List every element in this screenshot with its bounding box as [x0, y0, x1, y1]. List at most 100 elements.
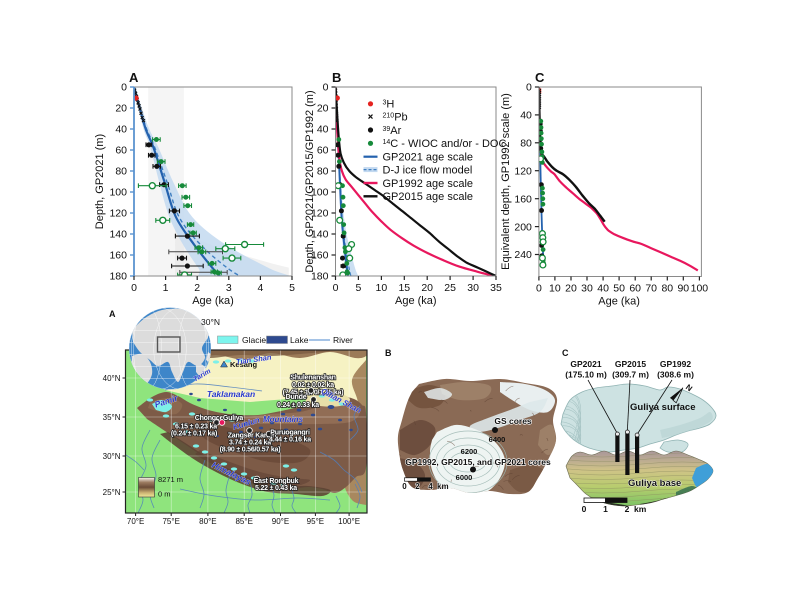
svg-text:C: C [562, 348, 569, 358]
svg-text:20: 20 [565, 283, 577, 295]
svg-text:N: N [684, 383, 694, 394]
svg-text:0: 0 [333, 282, 339, 294]
svg-text:2: 2 [194, 282, 200, 294]
svg-text:D-J ice flow model: D-J ice flow model [383, 164, 473, 176]
svg-text:210Pb: 210Pb [383, 111, 408, 123]
svg-text:60: 60 [629, 283, 641, 295]
svg-text:4: 4 [428, 482, 433, 491]
svg-text:14C - WIOC and/or - DOC: 14C - WIOC and/or - DOC [383, 138, 507, 150]
svg-text:GP1992: GP1992 [660, 359, 691, 369]
svg-text:Age (ka): Age (ka) [598, 296, 640, 308]
svg-text:40: 40 [317, 124, 329, 136]
svg-text:Dunde: Dunde [286, 394, 307, 401]
svg-text:5: 5 [289, 282, 295, 294]
svg-text:5.22 ± 0.43 ka: 5.22 ± 0.43 ka [255, 485, 297, 492]
svg-text:35: 35 [490, 282, 502, 294]
svg-text:0: 0 [131, 282, 137, 294]
svg-text:180: 180 [311, 271, 329, 283]
svg-text:GS cores: GS cores [494, 416, 532, 426]
svg-text:Chongce: Chongce [195, 415, 224, 422]
svg-text:80: 80 [661, 283, 673, 295]
svg-text:90°E: 90°E [272, 517, 289, 526]
svg-text:Puruogangri: Puruogangri [270, 430, 310, 437]
svg-text:Age (ka): Age (ka) [192, 295, 234, 307]
svg-text:0: 0 [582, 504, 587, 514]
svg-text:10: 10 [376, 282, 388, 294]
svg-text:160: 160 [311, 250, 329, 262]
svg-text:C: C [535, 70, 545, 85]
svg-text:140: 140 [311, 229, 329, 241]
svg-text:km: km [634, 504, 647, 514]
svg-text:95°E: 95°E [307, 517, 324, 526]
svg-text:B: B [385, 348, 392, 358]
svg-text:GP1992, GP2015, and GP2021 cor: GP1992, GP2015, and GP2021 cores [405, 457, 551, 467]
svg-text:Equivalent depth, GP1992 scale: Equivalent depth, GP1992 scale (m) [500, 93, 512, 270]
svg-text:20: 20 [421, 282, 433, 294]
svg-text:1: 1 [163, 282, 169, 294]
svg-text:30: 30 [581, 283, 593, 295]
svg-text:GP1992 age scale: GP1992 age scale [383, 178, 474, 190]
svg-text:80°E: 80°E [199, 517, 216, 526]
svg-text:2: 2 [625, 504, 630, 514]
svg-text:km: km [437, 482, 449, 491]
svg-text:East Rongbuk: East Rongbuk [254, 478, 299, 485]
svg-text:8271 m: 8271 m [158, 475, 183, 484]
svg-text:River: River [333, 335, 353, 345]
svg-text:0.02 ± 0.02 ka: 0.02 ± 0.02 ka [292, 382, 334, 389]
svg-text:40: 40 [115, 124, 127, 136]
svg-text:GP2021: GP2021 [570, 359, 601, 369]
svg-text:3: 3 [226, 282, 232, 294]
svg-text:35°N: 35°N [103, 413, 121, 422]
svg-text:0: 0 [323, 82, 329, 94]
svg-text:2: 2 [415, 482, 420, 491]
svg-text:0.24 ± 0.33 ka: 0.24 ± 0.33 ka [277, 402, 319, 409]
svg-text:15: 15 [398, 282, 410, 294]
svg-text:40°N: 40°N [103, 374, 121, 383]
svg-text:GP2015 age scale: GP2015 age scale [383, 191, 474, 203]
svg-text:GP2021 age scale: GP2021 age scale [383, 152, 474, 164]
svg-text:6000: 6000 [456, 473, 473, 482]
svg-text:6.15 ± 0.23 ka: 6.15 ± 0.23 ka [175, 424, 217, 431]
svg-text:4: 4 [257, 282, 263, 294]
svg-text:0: 0 [121, 82, 127, 94]
svg-text:Taklamakan: Taklamakan [207, 389, 255, 399]
svg-text:3.74 ± 0.24 ka: 3.74 ± 0.24 ka [229, 440, 271, 447]
svg-text:B: B [332, 70, 341, 85]
svg-text:(7.45 ± 1.70/1.45 ka): (7.45 ± 1.70/1.45 ka) [283, 390, 344, 397]
svg-text:3H: 3H [383, 99, 395, 111]
svg-text:90: 90 [677, 283, 689, 295]
svg-text:25: 25 [444, 282, 456, 294]
svg-text:100: 100 [311, 187, 329, 199]
svg-text:Zangser Kangri: Zangser Kangri [228, 433, 277, 440]
svg-text:140: 140 [109, 229, 127, 241]
svg-text:240: 240 [514, 249, 532, 261]
svg-text:Shulenanshan: Shulenanshan [290, 375, 335, 382]
svg-text:10: 10 [549, 283, 561, 295]
svg-text:(309.7 m): (309.7 m) [612, 370, 649, 380]
svg-text:75°E: 75°E [162, 517, 179, 526]
svg-text:A: A [129, 70, 139, 85]
svg-text:Depth, GP2021/GP2015/GP1992 (m: Depth, GP2021/GP2015/GP1992 (m) [304, 90, 316, 272]
svg-text:120: 120 [109, 208, 127, 220]
svg-text:40: 40 [520, 110, 532, 122]
svg-text:4.44 ± 0.16 ka: 4.44 ± 0.16 ka [269, 437, 311, 444]
svg-text:0: 0 [536, 283, 542, 295]
svg-text:A: A [109, 309, 116, 319]
svg-text:80: 80 [115, 166, 127, 178]
svg-text:30: 30 [467, 282, 479, 294]
svg-text:160: 160 [514, 193, 532, 205]
svg-text:30°N: 30°N [103, 452, 121, 461]
svg-text:25°N: 25°N [103, 488, 121, 497]
svg-text:6400: 6400 [489, 435, 506, 444]
svg-text:60: 60 [317, 145, 329, 157]
svg-text:Depth, GP2021 (m): Depth, GP2021 (m) [94, 134, 106, 229]
svg-text:20: 20 [115, 103, 127, 115]
svg-text:60: 60 [115, 145, 127, 157]
svg-text:5: 5 [355, 282, 361, 294]
svg-text:50: 50 [613, 283, 625, 295]
svg-text:Age (ka): Age (ka) [395, 295, 437, 307]
svg-text:0 m: 0 m [158, 490, 171, 499]
svg-text:39Ar: 39Ar [383, 125, 402, 137]
svg-text:20: 20 [317, 103, 329, 115]
svg-text:Lake: Lake [290, 335, 309, 345]
